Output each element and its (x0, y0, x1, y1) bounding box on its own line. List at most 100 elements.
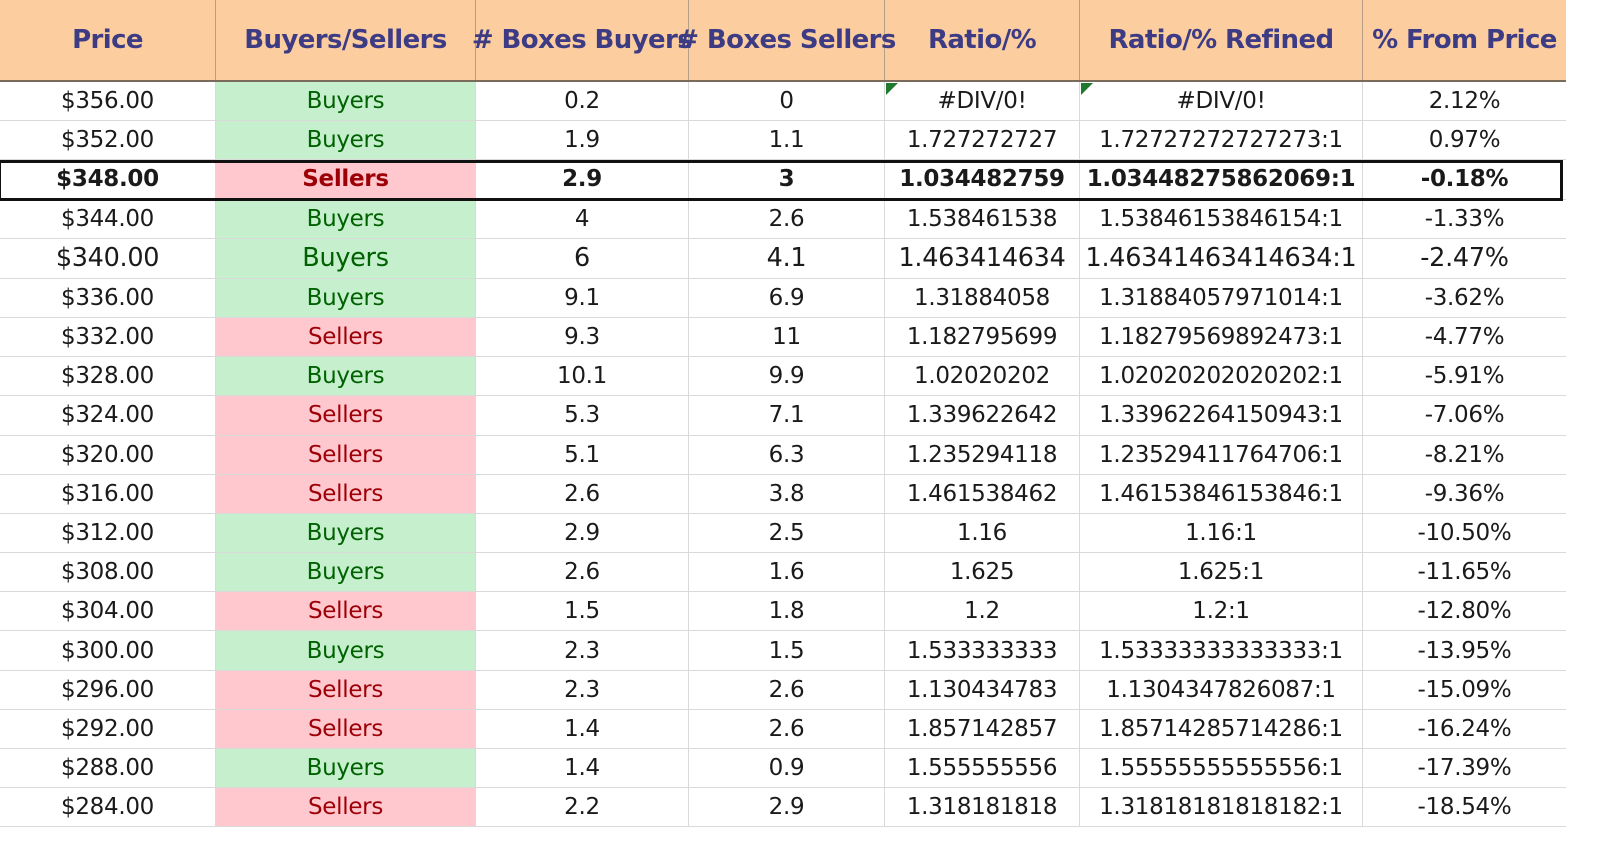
boxes-buyers-cell[interactable]: 2.6 (476, 474, 689, 513)
side-cell[interactable]: Sellers (216, 592, 476, 631)
from-price-cell[interactable]: -13.95% (1363, 631, 1566, 669)
boxes-buyers-cell[interactable]: 2.2 (476, 788, 689, 827)
from-price-cell[interactable]: -4.77% (1363, 318, 1566, 356)
side-cell[interactable]: Sellers (216, 435, 476, 474)
header-boxes-buyers[interactable]: # Boxes Buyers (472, 0, 693, 80)
boxes-buyers-cell[interactable]: 5.3 (476, 396, 689, 435)
side-cell[interactable]: Buyers (216, 82, 476, 121)
boxes-buyers-cell[interactable]: 9.3 (476, 317, 689, 357)
error-indicator-icon[interactable] (886, 83, 898, 95)
price-cell[interactable]: $332.00 (0, 317, 216, 357)
side-cell[interactable]: Sellers (216, 709, 476, 748)
price-cell[interactable]: $284.00 (0, 788, 216, 827)
boxes-buyers-cell[interactable]: 10.1 (476, 357, 689, 396)
boxes-buyers-cell[interactable]: 5.1 (476, 435, 689, 474)
ratio-cell[interactable]: 1.182795699 (885, 317, 1080, 357)
boxes-buyers-cell[interactable]: 4 (476, 199, 689, 238)
boxes-buyers-cell[interactable]: 9.1 (476, 278, 689, 317)
price-cell[interactable]: $320.00 (0, 435, 216, 474)
from-price-cell[interactable]: -2.47% (1363, 239, 1566, 278)
from-price-cell[interactable]: -10.50% (1363, 514, 1566, 552)
from-price-cell[interactable]: -15.09% (1363, 671, 1566, 709)
boxes-sellers-cell[interactable]: 6.9 (689, 278, 885, 317)
boxes-sellers-cell[interactable]: 1.6 (689, 553, 885, 592)
from-price-cell[interactable]: -11.65% (1363, 553, 1566, 591)
boxes-buyers-cell[interactable]: 1.4 (476, 749, 689, 788)
boxes-sellers-cell[interactable]: 2.6 (689, 670, 885, 709)
price-cell[interactable]: $340.00 (0, 238, 216, 278)
boxes-sellers-cell[interactable]: 2.6 (689, 709, 885, 748)
ratio-refined-cell[interactable]: 1.02020202020202:1 (1080, 357, 1363, 396)
price-cell[interactable]: $312.00 (0, 513, 216, 553)
boxes-sellers-cell[interactable]: 3.8 (689, 474, 885, 513)
boxes-buyers-cell[interactable]: 2.9 (476, 160, 689, 199)
ratio-cell[interactable]: 1.235294118 (885, 435, 1080, 474)
ratio-refined-cell[interactable]: 1.03448275862069:1 (1080, 160, 1363, 199)
price-cell[interactable]: $344.00 (0, 199, 216, 238)
boxes-sellers-cell[interactable]: 0.9 (689, 749, 885, 788)
ratio-refined-cell[interactable]: 1.55555555555556:1 (1080, 749, 1363, 788)
side-cell[interactable]: Buyers (216, 199, 476, 238)
ratio-refined-cell[interactable]: 1.31818181818182:1 (1080, 788, 1363, 827)
ratio-refined-cell[interactable]: 1.72727272727273:1 (1080, 121, 1363, 160)
boxes-buyers-cell[interactable]: 2.3 (476, 631, 689, 670)
header-from-price[interactable]: % From Price (1372, 25, 1557, 55)
ratio-cell[interactable]: 1.463414634 (885, 238, 1080, 278)
side-cell[interactable]: Sellers (216, 317, 476, 357)
boxes-sellers-cell[interactable]: 11 (689, 317, 885, 357)
ratio-refined-cell[interactable]: 1.2:1 (1080, 592, 1363, 631)
ratio-cell[interactable]: 1.555555556 (885, 749, 1080, 788)
boxes-sellers-cell[interactable]: 6.3 (689, 435, 885, 474)
ratio-cell[interactable]: 1.538461538 (885, 199, 1080, 238)
price-cell[interactable]: $356.00 (0, 82, 216, 121)
boxes-buyers-cell[interactable]: 1.5 (476, 592, 689, 631)
side-cell[interactable]: Sellers (216, 788, 476, 827)
header-boxes-sellers[interactable]: # Boxes Sellers (677, 0, 896, 80)
error-indicator-icon[interactable] (1081, 83, 1093, 95)
ratio-cell[interactable]: 1.034482759 (885, 160, 1080, 199)
boxes-buyers-cell[interactable]: 2.6 (476, 553, 689, 592)
side-cell[interactable]: Buyers (216, 121, 476, 160)
side-cell[interactable]: Buyers (216, 553, 476, 592)
from-price-cell[interactable]: -1.33% (1363, 200, 1566, 238)
ratio-refined-cell[interactable]: 1.16:1 (1080, 513, 1363, 553)
ratio-refined-cell[interactable]: 1.46341463414634:1 (1080, 238, 1363, 278)
ratio-cell[interactable]: 1.339622642 (885, 396, 1080, 435)
ratio-cell[interactable]: 1.461538462 (885, 474, 1080, 513)
price-cell[interactable]: $348.00 (0, 160, 216, 199)
from-price-cell[interactable]: 0.97% (1363, 121, 1566, 159)
ratio-cell[interactable]: 1.533333333 (885, 631, 1080, 670)
ratio-refined-cell[interactable]: 1.85714285714286:1 (1080, 709, 1363, 748)
boxes-sellers-cell[interactable]: 2.5 (689, 513, 885, 553)
side-cell[interactable]: Buyers (216, 749, 476, 788)
from-price-cell[interactable]: -12.80% (1363, 592, 1566, 630)
ratio-refined-cell[interactable]: 1.53333333333333:1 (1080, 631, 1363, 670)
side-cell[interactable]: Sellers (216, 396, 476, 435)
side-cell[interactable]: Sellers (216, 474, 476, 513)
price-cell[interactable]: $304.00 (0, 592, 216, 631)
boxes-buyers-cell[interactable]: 2.3 (476, 670, 689, 709)
boxes-buyers-cell[interactable]: 0.2 (476, 82, 689, 121)
ratio-refined-cell[interactable]: 1.53846153846154:1 (1080, 199, 1363, 238)
side-cell[interactable]: Buyers (216, 278, 476, 317)
ratio-refined-cell[interactable]: 1.625:1 (1080, 553, 1363, 592)
from-price-cell[interactable]: 2.12% (1363, 82, 1566, 120)
boxes-buyers-cell[interactable]: 1.9 (476, 121, 689, 160)
price-cell[interactable]: $316.00 (0, 474, 216, 513)
ratio-refined-cell[interactable]: 1.18279569892473:1 (1080, 317, 1363, 357)
ratio-cell[interactable]: 1.625 (885, 553, 1080, 592)
ratio-cell[interactable]: #DIV/0! (885, 82, 1080, 121)
ratio-cell[interactable]: 1.318181818 (885, 788, 1080, 827)
price-cell[interactable]: $292.00 (0, 709, 216, 748)
header-ratio-refined[interactable]: Ratio/% Refined (1080, 0, 1363, 80)
side-cell[interactable]: Buyers (216, 238, 476, 278)
header-ratio[interactable]: Ratio/% (885, 0, 1080, 80)
price-cell[interactable]: $336.00 (0, 278, 216, 317)
from-price-cell[interactable]: -5.91% (1363, 357, 1566, 395)
boxes-sellers-cell[interactable]: 0 (689, 82, 885, 121)
ratio-refined-cell[interactable]: 1.1304347826087:1 (1080, 670, 1363, 709)
boxes-sellers-cell[interactable]: 2.9 (689, 788, 885, 827)
boxes-sellers-cell[interactable]: 1.5 (689, 631, 885, 670)
price-cell[interactable]: $296.00 (0, 670, 216, 709)
price-cell[interactable]: $352.00 (0, 121, 216, 160)
